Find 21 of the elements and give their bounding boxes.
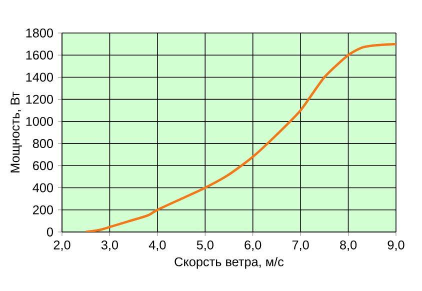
- y-tick-label: 0: [46, 228, 54, 236]
- x-tick-label: 4,0: [148, 240, 166, 251]
- y-tick-label: 600: [33, 161, 54, 170]
- x-tick-label: 5,0: [196, 240, 214, 251]
- y-tick-label: 1000: [26, 116, 54, 126]
- y-tick-label: 800: [32, 139, 54, 148]
- y-axis-title: Мощность, Вт: [10, 92, 22, 172]
- x-tick-label: 7,0: [292, 240, 309, 251]
- x-tick-label: 3,0: [101, 240, 118, 251]
- x-tick-label: 8,0: [340, 240, 357, 251]
- y-tick-label: 1600: [26, 50, 54, 60]
- line-series: [84, 42, 396, 232]
- y-tick-label: 1400: [26, 72, 54, 82]
- y-tick-label: 1200: [26, 94, 54, 104]
- y-tick-label: 1800: [26, 28, 54, 38]
- x-axis-title: Скорсть ветра, м/с: [174, 256, 284, 269]
- x-tick-label: 9,0: [388, 240, 404, 251]
- x-tick-label: 6,0: [244, 240, 262, 251]
- y-tick-label: 400: [32, 183, 54, 192]
- y-tick-label: 200: [33, 205, 54, 214]
- x-tick-label: 2,0: [54, 240, 70, 251]
